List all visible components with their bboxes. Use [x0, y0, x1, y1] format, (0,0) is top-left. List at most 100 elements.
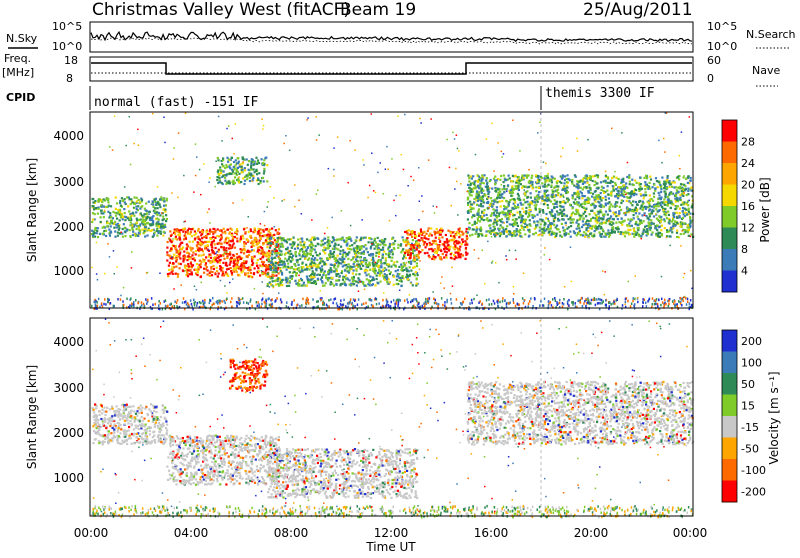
echo-cell — [264, 157, 266, 159]
echo-cell — [489, 204, 491, 206]
echo-cell — [384, 238, 386, 240]
echo-cell — [384, 244, 386, 246]
echo-cell — [514, 214, 516, 216]
echo-cell — [633, 214, 635, 216]
echo-cell — [638, 212, 640, 214]
echo-cell — [426, 243, 428, 245]
echo-cell — [535, 226, 537, 228]
echo-cell — [175, 273, 177, 275]
echo-cell — [365, 302, 367, 305]
echo-cell — [160, 233, 162, 235]
echo-cell — [172, 262, 174, 264]
echo-cell — [488, 225, 490, 227]
echo-cell — [211, 274, 213, 276]
echo-cell — [418, 239, 420, 241]
echo-cell — [448, 249, 450, 251]
echo-cell — [590, 218, 592, 220]
echo-cell — [384, 267, 386, 269]
echo-cell — [267, 273, 269, 275]
echo-cell — [295, 268, 297, 270]
echo-cell — [627, 218, 629, 220]
echo-cell — [150, 219, 152, 221]
echo-cell — [444, 251, 446, 253]
echo-cell — [389, 256, 391, 258]
echo-cell — [218, 242, 220, 244]
echo-cell — [174, 233, 176, 235]
echo-cell — [496, 212, 498, 214]
echo-cell — [591, 196, 593, 198]
echo-cell — [688, 229, 690, 231]
echo-cell — [688, 175, 690, 177]
echo-cell — [513, 198, 515, 200]
echo-cell — [641, 214, 643, 216]
echo-cell — [226, 257, 228, 259]
echo-cell — [652, 231, 654, 233]
echo-cell — [633, 236, 635, 238]
echo-cell — [412, 267, 414, 269]
echo-cell — [518, 216, 520, 218]
echo-cell — [250, 165, 252, 167]
echo-cell — [505, 179, 507, 181]
echo-cell — [215, 247, 217, 249]
echo-cell — [271, 274, 273, 276]
echo-cell — [535, 174, 537, 176]
echo-cell — [559, 231, 561, 233]
echo-cell — [466, 244, 468, 246]
echo-cell — [560, 212, 562, 214]
echo-cell — [243, 183, 245, 185]
echo-cell — [303, 253, 305, 255]
echo-cell — [199, 231, 201, 233]
echo-cell — [364, 270, 366, 272]
echo-cell — [209, 229, 211, 231]
echo-cell — [612, 227, 614, 229]
echo-cell — [219, 261, 221, 263]
echo-cell — [337, 255, 339, 257]
echo-cell — [175, 260, 177, 262]
echo-cell — [506, 200, 508, 202]
echo-cell — [584, 211, 586, 213]
echo-cell — [593, 197, 595, 199]
echo-cell — [236, 271, 238, 273]
echo-cell — [272, 263, 274, 265]
echo-cell — [674, 300, 676, 303]
echo-cell — [277, 237, 279, 239]
echo-cell — [659, 232, 661, 234]
echo-cell — [175, 238, 177, 240]
echo-cell — [183, 251, 185, 253]
echo-cell — [506, 221, 508, 223]
echo-cell — [554, 178, 556, 180]
echo-cell — [607, 193, 609, 195]
echo-cell — [267, 276, 269, 278]
echo-cell — [503, 208, 505, 210]
echo-cell — [241, 249, 243, 251]
echo-cell — [393, 284, 395, 286]
echo-cell — [457, 254, 459, 256]
echo-cell — [281, 239, 283, 241]
echo-cell — [505, 228, 507, 230]
echo-cell — [582, 218, 584, 220]
echo-cell — [357, 260, 359, 262]
echo-cell — [424, 252, 426, 254]
echo-cell — [188, 228, 190, 230]
echo-cell — [567, 191, 569, 193]
echo-cell — [648, 221, 650, 223]
echo-cell — [398, 273, 400, 275]
echo-cell — [499, 201, 501, 203]
echo-cell — [301, 270, 303, 272]
echo-cell — [213, 240, 215, 242]
echo-cell — [242, 237, 244, 239]
echo-cell — [394, 240, 396, 242]
echo-cell — [327, 279, 329, 281]
echo-cell — [307, 279, 309, 281]
echo-cell — [638, 188, 640, 190]
echo-cell — [684, 215, 686, 217]
echo-cell — [493, 226, 495, 228]
echo-cell — [412, 273, 414, 275]
echo-cell — [473, 198, 475, 200]
echo-cell — [446, 238, 448, 240]
echo-cell — [180, 263, 182, 265]
echo-cell — [323, 246, 325, 248]
echo-cell — [397, 244, 399, 246]
echo-cell — [131, 213, 133, 215]
echo-cell — [191, 254, 193, 256]
